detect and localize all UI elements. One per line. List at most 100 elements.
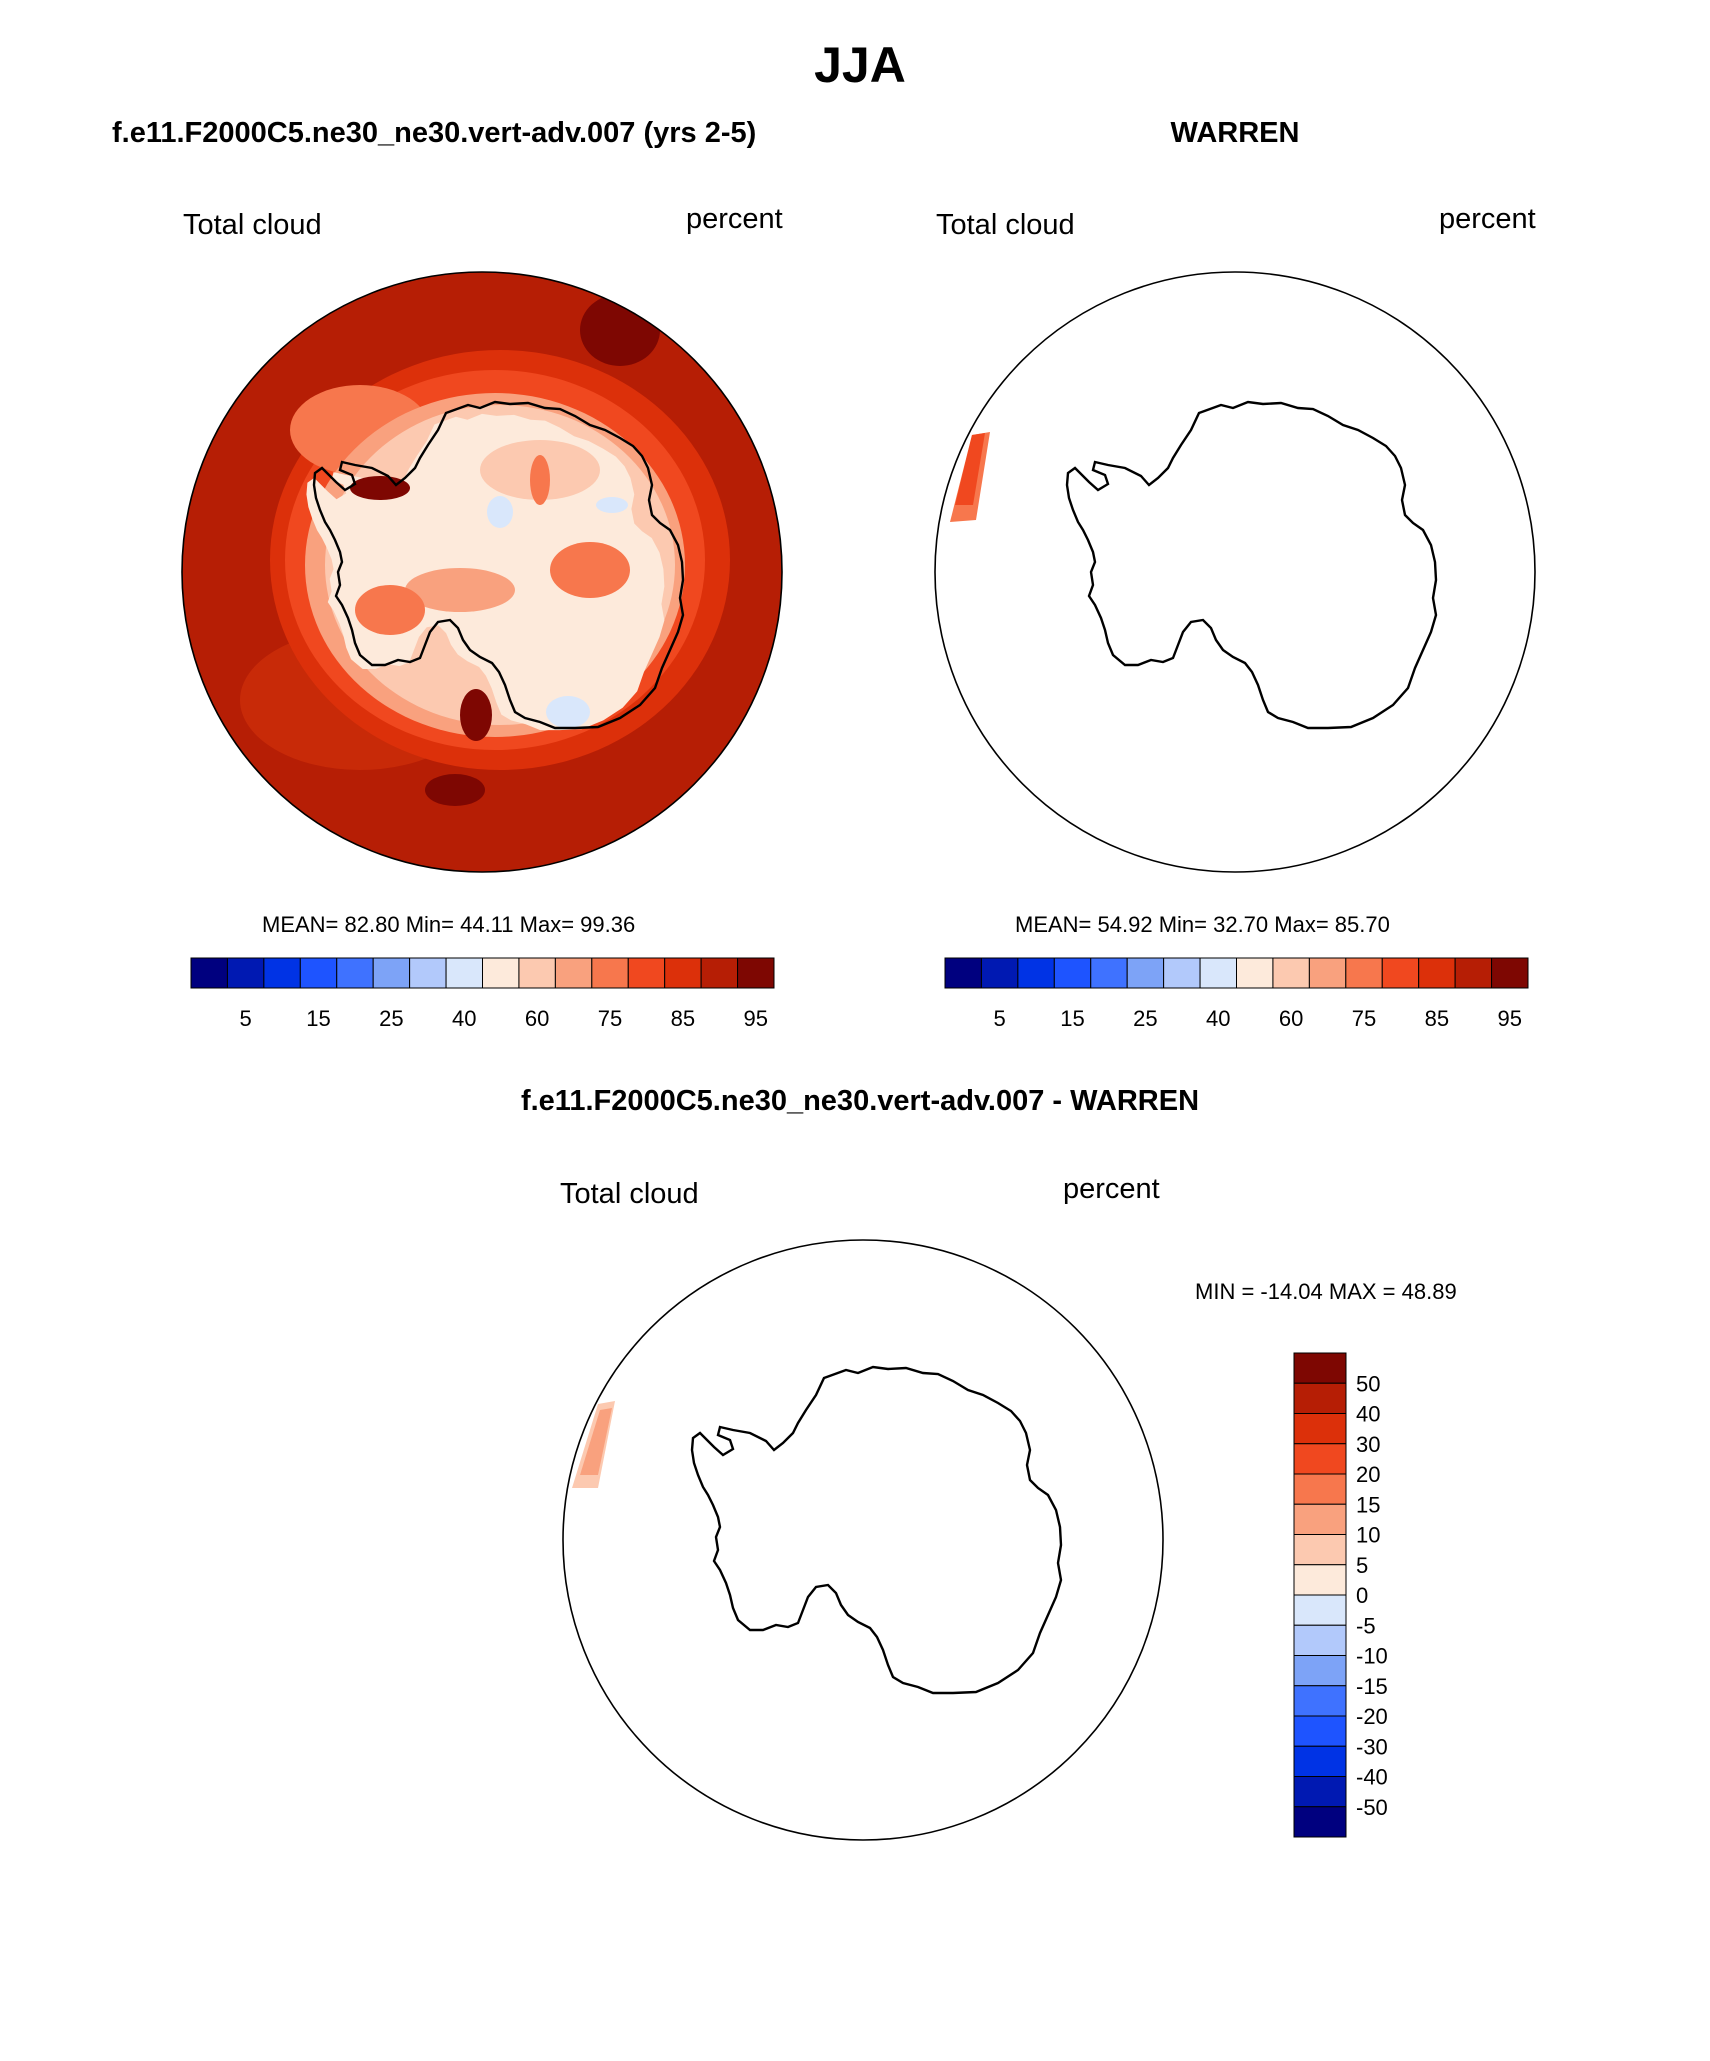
colorbar-obs-tick-label: 75 — [1352, 1006, 1376, 1031]
colorbar-diff-swatch — [1293, 1715, 1347, 1747]
panel-model-map — [182, 272, 782, 872]
colorbar-model-tick-label: 15 — [306, 1006, 330, 1031]
colorbar-obs-swatch — [1126, 957, 1165, 989]
colorbar-model-tick-label: 95 — [744, 1006, 768, 1031]
colorbar-diff-swatch — [1293, 1564, 1347, 1596]
panel-model-units: percent — [686, 203, 783, 235]
colorbar-obs-swatch — [1017, 957, 1055, 989]
panel-diff-stats: MIN = -14.04 MAX = 48.89 — [1195, 1279, 1457, 1304]
colorbar-diff-tick-label: -40 — [1356, 1765, 1388, 1790]
colorbar-diff-tick-label: -30 — [1356, 1734, 1388, 1759]
colorbar-model-tick-label: 75 — [598, 1006, 622, 1031]
panel-obs-title: WARREN — [1171, 117, 1300, 149]
colorbar-model-swatch — [263, 957, 301, 989]
panel-obs-stats: MEAN= 54.92 Min= 32.70 Max= 85.70 — [1015, 912, 1390, 937]
panel-diff-map — [563, 1240, 1163, 1840]
colorbar-obs-tick-label: 40 — [1206, 1006, 1230, 1031]
colorbar-obs-swatch — [1053, 957, 1092, 989]
colorbar-diff-tick-label: 30 — [1356, 1432, 1380, 1457]
colorbar-model-swatch — [445, 957, 483, 989]
colorbar-diff-tick-label: 40 — [1356, 1402, 1380, 1427]
colorbar-diff-swatch — [1293, 1776, 1347, 1808]
colorbar-obs-swatch — [1491, 957, 1529, 989]
colorbar-model-swatch — [372, 957, 411, 989]
colorbar-diff-swatch — [1293, 1534, 1347, 1566]
colorbar-obs: 5 15 25 40 60 75 85 95 — [944, 957, 1529, 1031]
colorbar-obs-swatch — [1090, 957, 1128, 989]
colorbar-model: 5 15 25 40 60 75 85 95 — [190, 957, 775, 1031]
colorbar-obs-tick-label: 85 — [1425, 1006, 1449, 1031]
page-title: JJA — [814, 37, 906, 93]
colorbar-model-tick-label: 60 — [525, 1006, 549, 1031]
colorbar-model-swatch — [664, 957, 702, 989]
colorbar-diff-swatch — [1293, 1685, 1347, 1717]
panel-obs-units: percent — [1439, 203, 1536, 235]
panel-diff-title: f.e11.F2000C5.ne30_ne30.vert-adv.007 - W… — [521, 1085, 1199, 1117]
colorbar-diff-swatch — [1293, 1382, 1347, 1414]
panel-model-title: f.e11.F2000C5.ne30_ne30.vert-adv.007 (yr… — [112, 117, 756, 149]
colorbar-obs-tick-label: 95 — [1498, 1006, 1522, 1031]
colorbar-model-swatch — [591, 957, 629, 989]
colorbar-model-swatch — [518, 957, 556, 989]
colorbar-obs-swatch — [980, 957, 1019, 989]
colorbar-model-tick-label: 40 — [452, 1006, 476, 1031]
colorbar-diff-tick-label: 20 — [1356, 1462, 1380, 1487]
colorbar-diff-tick-label: 0 — [1356, 1583, 1368, 1608]
panel-model-stats: MEAN= 82.80 Min= 44.11 Max= 99.36 — [262, 912, 635, 937]
colorbar-model-tick-label: 85 — [671, 1006, 695, 1031]
colorbar-obs-swatch — [1272, 957, 1310, 989]
colorbar-diff-tick-label: 5 — [1356, 1553, 1368, 1578]
colorbar-diff-tick-label: 15 — [1356, 1492, 1380, 1517]
colorbar-model-swatch — [409, 957, 447, 989]
colorbar-diff-swatch — [1293, 1413, 1347, 1445]
colorbar-model-swatch — [700, 957, 739, 989]
colorbar-obs-swatch — [1381, 957, 1420, 989]
colorbar-diff-swatch — [1293, 1594, 1347, 1626]
colorbar-model-swatch — [226, 957, 265, 989]
colorbar-obs-swatch — [1454, 957, 1493, 989]
colorbar-diff-swatch — [1293, 1655, 1347, 1687]
colorbar-diff-swatch — [1293, 1443, 1347, 1475]
colorbar-obs-swatch — [1163, 957, 1201, 989]
colorbar-obs-swatch — [944, 957, 982, 989]
colorbar-model-swatch — [336, 957, 374, 989]
colorbar-diff-tick-label: 10 — [1356, 1523, 1380, 1548]
colorbar-model-swatch — [482, 957, 520, 989]
colorbar-diff-swatch — [1293, 1503, 1347, 1535]
colorbar-obs-swatch — [1345, 957, 1383, 989]
colorbar-diff-tick-label: -50 — [1356, 1795, 1388, 1820]
panel-obs-map — [935, 272, 1535, 872]
colorbar-diff-swatch — [1293, 1473, 1347, 1505]
panel-model-variable: Total cloud — [183, 209, 322, 241]
colorbar-model-swatch — [299, 957, 338, 989]
panel-diff-units: percent — [1063, 1173, 1160, 1205]
colorbar-diff-tick-label: -15 — [1356, 1674, 1388, 1699]
colorbar-diff-swatch — [1293, 1806, 1347, 1838]
panel-model: f.e11.F2000C5.ne30_ne30.vert-adv.007 (yr… — [112, 117, 783, 1031]
colorbar-diff-swatch — [1293, 1624, 1347, 1656]
colorbar-model-tick-label: 5 — [240, 1006, 252, 1031]
colorbar-diff-tick-label: -20 — [1356, 1704, 1388, 1729]
colorbar-obs-swatch — [1199, 957, 1237, 989]
colorbar-obs-tick-label: 60 — [1279, 1006, 1303, 1031]
colorbar-model-swatch — [554, 957, 593, 989]
colorbar-obs-swatch — [1418, 957, 1456, 989]
colorbar-model-swatch — [190, 957, 228, 989]
panel-diff-variable: Total cloud — [560, 1178, 699, 1210]
panel-diff: f.e11.F2000C5.ne30_ne30.vert-adv.007 - W… — [521, 1085, 1457, 1841]
colorbar-obs-swatch — [1236, 957, 1274, 989]
colorbar-obs-tick-label: 25 — [1133, 1006, 1157, 1031]
colorbar-model-swatch — [627, 957, 666, 989]
colorbar-obs-tick-label: 5 — [994, 1006, 1006, 1031]
panel-obs-variable: Total cloud — [936, 209, 1075, 241]
colorbar-diff-tick-label: -5 — [1356, 1613, 1376, 1638]
colorbar-model-tick-label: 25 — [379, 1006, 403, 1031]
panel-obs: WARREN Total cloud percent MEAN= 54.92 M… — [934, 117, 1536, 1031]
colorbar-diff-swatch — [1293, 1352, 1347, 1384]
colorbar-diff-tick-label: -10 — [1356, 1644, 1388, 1669]
colorbar-obs-tick-label: 15 — [1060, 1006, 1084, 1031]
colorbar-diff-tick-label: 50 — [1356, 1371, 1380, 1396]
colorbar-obs-swatch — [1308, 957, 1347, 989]
